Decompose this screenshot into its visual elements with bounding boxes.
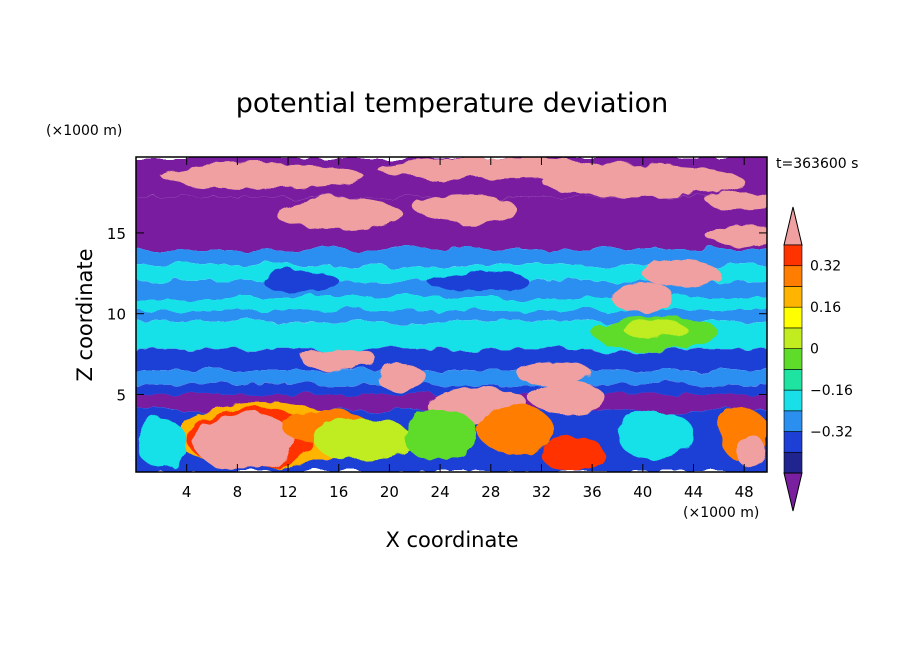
contour-band-9 — [136, 370, 767, 385]
colorbar-swatch-1 — [783, 451, 803, 474]
plot-frame — [135, 156, 768, 473]
plot-area — [136, 157, 767, 472]
x-tick-label: 24 — [431, 483, 450, 501]
contour-region-23 — [402, 409, 479, 461]
y-axis-label: Z coordinate — [73, 248, 97, 381]
x-tick-label: 12 — [279, 483, 298, 501]
contour-region-28 — [735, 434, 766, 468]
contour-field — [136, 157, 767, 472]
x-tick-label: 36 — [583, 483, 602, 501]
y-unit-label: (×1000 m) — [46, 123, 122, 139]
x-tick-label: 44 — [684, 483, 703, 501]
colorbar-extend-bottom — [783, 472, 803, 512]
colorbar-swatch-8 — [783, 306, 803, 329]
contour-region-20 — [193, 412, 295, 471]
contour-region-7 — [262, 270, 339, 293]
x-tick-label: 32 — [532, 483, 551, 501]
colorbar-label: −0.16 — [810, 383, 853, 399]
colorbar-swatch-4 — [783, 389, 803, 412]
contour-region-2 — [541, 165, 745, 198]
contour-region-3 — [706, 190, 767, 211]
contour-band-5 — [136, 297, 767, 311]
contour-region-29 — [136, 418, 187, 468]
x-axis: 4 8 12 16 20 24 28 32 36 40 44 48 — [182, 157, 754, 501]
x-tick-label: 48 — [735, 483, 754, 501]
x-tick-label: 20 — [380, 483, 399, 501]
contour-region-17 — [528, 381, 605, 414]
colorbar-swatch-11 — [783, 244, 803, 267]
colorbar-label: 0.16 — [810, 300, 841, 316]
colorbar: 0.32 0.16 0 −0.16 −0.32 — [783, 206, 853, 512]
contour-region-12 — [623, 320, 688, 340]
contour-region-15 — [516, 362, 593, 385]
contour-region-22 — [313, 418, 415, 461]
colorbar-label: 0.32 — [810, 259, 841, 275]
contour-region-1 — [376, 157, 605, 180]
colorbar-swatch-5 — [783, 369, 803, 391]
contour-band-6 — [136, 310, 767, 322]
contour-region-4 — [275, 197, 403, 230]
contour-band-8 — [136, 349, 767, 371]
contour-region-0 — [161, 163, 365, 190]
colorbar-swatch-3 — [783, 410, 803, 432]
contour-band-2 — [136, 249, 767, 266]
x-unit-label: (×1000 m) — [683, 505, 759, 521]
x-tick-label: 40 — [633, 483, 652, 501]
contour-region-5 — [414, 194, 517, 224]
colorbar-swatch-6 — [783, 348, 803, 370]
colorbar-label: 0 — [810, 342, 819, 358]
colorbar-label: −0.32 — [810, 425, 853, 441]
y-tick-label: 10 — [107, 306, 126, 324]
x-tick-label: 28 — [481, 483, 500, 501]
contour-region-13 — [300, 347, 377, 371]
y-axis: 5 10 15 — [107, 225, 767, 404]
colorbar-swatch-7 — [783, 327, 803, 349]
contour-region-26 — [617, 409, 694, 461]
contour-region-14 — [376, 365, 428, 392]
contour-region-9 — [642, 258, 719, 288]
colorbar-swatch-9 — [783, 286, 803, 308]
contour-region-6 — [706, 226, 767, 246]
x-tick-label: 16 — [329, 483, 348, 501]
contour-region-24 — [478, 405, 555, 455]
x-tick-label: 4 — [182, 483, 192, 501]
contour-region-10 — [611, 283, 675, 313]
colorbar-swatch-2 — [783, 431, 803, 453]
y-tick-label: 15 — [107, 225, 126, 243]
colorbar-swatch-10 — [783, 265, 803, 287]
x-axis-label: X coordinate — [385, 528, 518, 552]
x-tick-label: 8 — [233, 483, 243, 501]
colorbar-extend-top — [783, 206, 803, 246]
y-tick-label: 5 — [116, 386, 126, 404]
contour-region-8 — [427, 271, 529, 292]
chart-title: potential temperature deviation — [236, 88, 668, 119]
contour-region-25 — [541, 436, 605, 472]
time-label: t=363600 s — [776, 156, 858, 172]
